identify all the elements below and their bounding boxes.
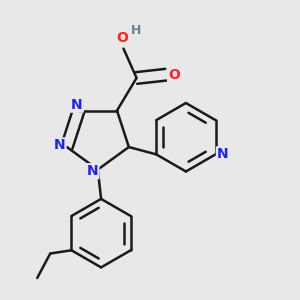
- Text: H: H: [131, 24, 142, 37]
- Text: N: N: [87, 164, 98, 178]
- Text: O: O: [116, 31, 128, 45]
- Text: N: N: [217, 147, 229, 161]
- Text: N: N: [71, 98, 83, 112]
- Text: N: N: [54, 138, 65, 152]
- Text: O: O: [168, 68, 180, 82]
